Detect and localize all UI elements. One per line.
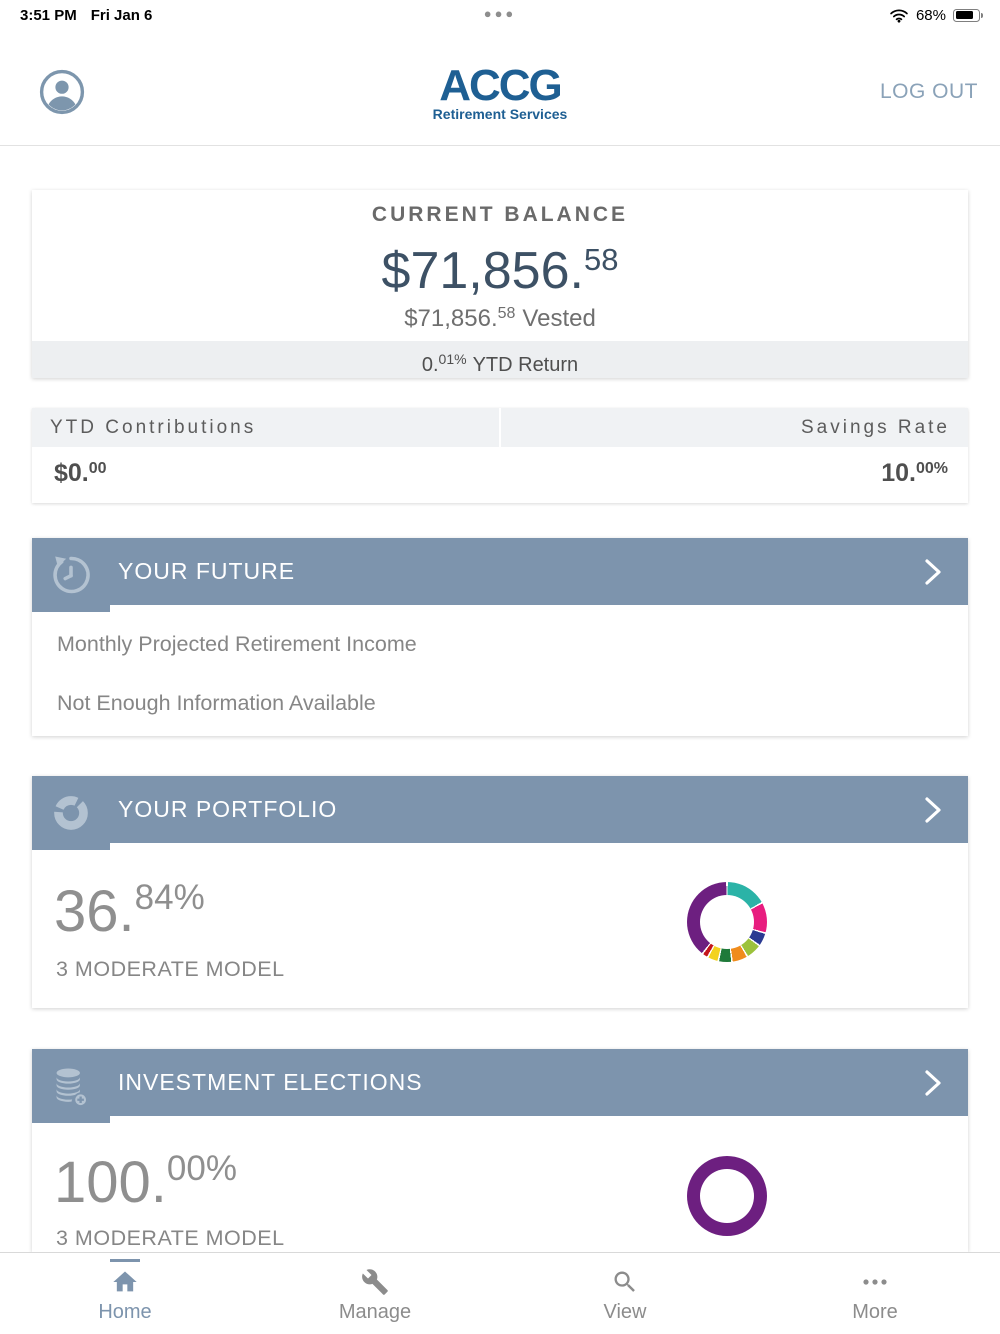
ytd-return: 0.01% YTD Return xyxy=(32,341,968,378)
nav-item-view[interactable]: View xyxy=(500,1253,750,1334)
your-portfolio-header[interactable]: YOUR PORTFOLIO xyxy=(32,776,968,850)
balance-amount: $71,856.58 xyxy=(381,242,619,300)
investment-elections-title: INVESTMENT ELECTIONS xyxy=(118,1069,423,1095)
ytd-contributions-cell: YTD Contributions $0.00 xyxy=(32,408,499,503)
current-balance-card: CURRENT BALANCE $71,856.58 $71,856.58 Ves… xyxy=(32,190,968,378)
bottom-nav: Home Manage View More xyxy=(0,1252,1000,1334)
savings-rate-value: 10.00% xyxy=(881,459,948,487)
savings-rate-label: Savings Rate xyxy=(501,408,968,447)
history-clock-icon xyxy=(32,538,110,612)
elections-donut-chart xyxy=(687,1156,767,1236)
profile-icon xyxy=(39,69,85,115)
future-income-label: Monthly Projected Retirement Income xyxy=(57,632,417,656)
accg-logo: ACCG Retirement Services xyxy=(0,61,1000,123)
logo-subtitle: Retirement Services xyxy=(432,106,568,122)
your-future-header[interactable]: YOUR FUTURE xyxy=(32,538,968,612)
ytd-contributions-value: $0.00 xyxy=(54,459,107,487)
nav-item-more[interactable]: More xyxy=(750,1253,1000,1334)
battery-icon xyxy=(953,8,983,22)
your-portfolio-card: YOUR PORTFOLIO 36.84% 3 MODERATE MODEL xyxy=(32,776,968,1008)
investment-elections-card: INVESTMENT ELECTIONS 100.00% 3 MODERATE … xyxy=(32,1049,968,1252)
savings-rate-cell: Savings Rate 10.00% xyxy=(499,408,968,503)
balance-title: CURRENT BALANCE xyxy=(371,203,629,226)
chevron-right-icon[interactable] xyxy=(922,557,944,592)
donut-chart-icon xyxy=(32,776,110,850)
logo-wordmark: ACCG xyxy=(439,61,563,110)
vested-amount: $71,856.58 Vested xyxy=(404,305,596,332)
status-time: 3:51 PM xyxy=(20,6,77,24)
search-icon xyxy=(611,1267,639,1297)
coins-add-icon xyxy=(32,1049,110,1123)
status-bar: 3:51 PM Fri Jan 6 ●●● 68% xyxy=(0,0,1000,28)
home-icon xyxy=(111,1267,139,1297)
chevron-right-icon[interactable] xyxy=(922,1068,944,1103)
future-income-status: Not Enough Information Available xyxy=(57,691,376,715)
your-future-title: YOUR FUTURE xyxy=(118,558,296,584)
status-date: Fri Jan 6 xyxy=(90,6,153,24)
nav-item-home[interactable]: Home xyxy=(0,1253,250,1334)
logout-button[interactable]: LOG OUT xyxy=(879,80,978,103)
stats-row: YTD Contributions $0.00 Savings Rate 10.… xyxy=(32,408,968,503)
wifi-icon xyxy=(889,7,909,23)
ytd-contributions-label: YTD Contributions xyxy=(32,408,499,447)
elections-model-label: 3 MODERATE MODEL xyxy=(56,1226,285,1250)
wrench-icon xyxy=(361,1267,389,1297)
active-tab-indicator xyxy=(110,1259,140,1262)
investment-elections-header[interactable]: INVESTMENT ELECTIONS xyxy=(32,1049,968,1123)
portfolio-model-label: 3 MODERATE MODEL xyxy=(56,957,285,981)
multitasking-dots-icon: ●●● xyxy=(483,6,517,21)
app-header: ACCG Retirement Services LOG OUT xyxy=(0,28,1000,146)
profile-button[interactable] xyxy=(38,68,86,116)
your-portfolio-title: YOUR PORTFOLIO xyxy=(118,796,338,822)
battery-percent: 68% xyxy=(915,6,946,24)
elections-percentage: 100.00% xyxy=(54,1149,237,1215)
nav-item-manage[interactable]: Manage xyxy=(250,1253,500,1334)
chevron-right-icon[interactable] xyxy=(922,795,944,830)
portfolio-donut-chart xyxy=(687,882,767,962)
your-future-card: YOUR FUTURE Monthly Projected Retirement… xyxy=(32,538,968,736)
ellipsis-icon xyxy=(860,1267,890,1297)
portfolio-percentage: 36.84% xyxy=(54,878,205,944)
